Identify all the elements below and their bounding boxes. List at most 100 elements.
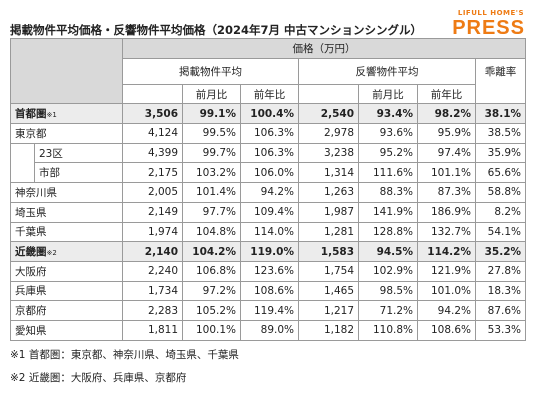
row-label-text: 埼玉県 [15,206,47,219]
value-cell: 1,263 [298,182,359,203]
value-cell: 1,465 [298,280,359,302]
value-cell: 18.3% [474,280,527,302]
row-label-text: 愛知県 [15,324,47,337]
table-row: 千葉県 1,974 104.8% 114.0% 1,281 128.8% 132.7% 54.… [10,221,527,243]
row-label-text: 兵庫県 [15,285,47,298]
table-row: 首都圏※1 3,506 99.1% 100.4% 2,540 93.4% 98.2% 38.1… [10,103,527,125]
sub-header: 前月比 [358,83,418,105]
value-cell: 71.2% [358,300,418,321]
value-cell: 108.6% [240,280,299,302]
value-cell: 94.2% [240,182,299,203]
row-note: ※1 [46,111,57,120]
response-header: 反響物件平均 [298,57,476,85]
row-label: 埼玉県 [10,201,123,223]
value-cell: 27.8% [474,260,527,282]
value-cell: 100.1% [182,319,241,341]
value-cell: 100.4% [240,103,299,125]
value-cell: 38.1% [474,103,527,125]
value-cell: 54.1% [474,221,527,243]
table-row: 近畿圏※2 2,140 104.2% 119.0% 1,583 94.5% 114.2% 35… [10,241,527,262]
corner-cell [10,37,123,105]
table-row: 市部 2,175 103.2% 106.0% 1,314 111.6% 101.1% 65.6… [10,162,527,184]
row-label: 23区 [34,142,123,164]
value-cell: 102.9% [358,260,418,282]
value-cell: 4,399 [122,142,183,164]
table-row: 兵庫県 1,734 97.2% 108.6% 1,465 98.5% 101.0% 18.3% [10,280,527,302]
value-cell: 2,175 [122,162,183,184]
row-note: ※2 [46,249,57,258]
value-cell: 1,811 [122,319,183,341]
value-cell: 121.9% [417,260,476,282]
value-cell: 1,583 [298,241,359,262]
value-cell: 3,506 [122,103,183,125]
value-cell: 104.8% [182,221,241,243]
value-cell: 87.6% [474,300,527,321]
row-label: 京都府 [10,300,123,321]
value-cell: 2,540 [298,103,359,125]
value-cell: 1,974 [122,221,183,243]
value-cell: 8.2% [474,201,527,223]
value-cell: 97.7% [182,201,241,223]
value-cell: 128.8% [358,221,418,243]
blank-cell [122,83,183,105]
table-row: 京都府 2,283 105.2% 119.4% 1,217 71.2% 94.2% 87.6% [10,300,527,321]
value-cell: 1,281 [298,221,359,243]
value-cell: 108.6% [417,319,476,341]
value-cell: 97.4% [417,142,476,164]
value-cell: 2,005 [122,182,183,203]
footnote: ※2 近畿圏：大阪府、兵庫県、京都府 [10,372,187,384]
row-label: 市部 [34,162,123,184]
value-cell: 93.6% [358,123,418,144]
value-cell: 88.3% [358,182,418,203]
title: 掲載物件平均価格・反響物件平均価格（2024年7月 中古マンションシングル） [10,23,423,37]
row-label: 大阪府 [10,260,123,282]
value-cell: 99.5% [182,123,241,144]
value-cell: 110.8% [358,319,418,341]
value-cell: 101.0% [417,280,476,302]
value-cell: 119.0% [240,241,299,262]
table-row: 大阪府 2,240 106.8% 123.6% 1,754 102.9% 121.9% 27.… [10,260,527,282]
row-label: 愛知県 [10,319,123,341]
value-cell: 106.0% [240,162,299,184]
value-cell: 89.0% [240,319,299,341]
value-cell: 99.7% [182,142,241,164]
row-label-text: 神奈川県 [15,186,57,199]
value-cell: 4,124 [122,123,183,144]
value-cell: 95.2% [358,142,418,164]
row-label: 兵庫県 [10,280,123,302]
value-cell: 1,734 [122,280,183,302]
value-cell: 104.2% [182,241,241,262]
table-row: 23区 4,399 99.7% 106.3% 3,238 95.2% 97.4% 35.9% [10,142,527,164]
sub-header: 前年比 [417,83,476,105]
value-cell: 1,217 [298,300,359,321]
value-cell: 35.9% [474,142,527,164]
table-row: 神奈川県 2,005 101.4% 94.2% 1,263 88.3% 87.3% 58.8% [10,182,527,203]
value-cell: 97.2% [182,280,241,302]
value-cell: 2,283 [122,300,183,321]
sub-header: 前年比 [240,83,299,105]
footnote: ※1 首都圏：東京都、神奈川県、埼玉県、千葉県 [10,349,239,361]
value-cell: 101.1% [417,162,476,184]
row-label: 首都圏※1 [10,103,123,125]
value-cell: 2,140 [122,241,183,262]
row-label-text: 近畿圏 [15,246,47,259]
value-cell: 186.9% [417,201,476,223]
blank-cell [298,83,359,105]
row-label-text: 京都府 [15,305,47,318]
value-cell: 141.9% [358,201,418,223]
logo-bottom: PRESS [452,17,525,39]
value-cell: 109.4% [240,201,299,223]
value-cell: 38.5% [474,123,527,144]
row-label: 東京都 [10,123,123,144]
price-table: 価格（万円） 掲載物件平均 反響物件平均 乖離率 前月比 前年比 前月比 前年比… [10,37,527,341]
value-cell: 3,238 [298,142,359,164]
value-cell: 2,978 [298,123,359,144]
value-cell: 94.2% [417,300,476,321]
value-cell: 53.3% [474,319,527,341]
table-row: 愛知県 1,811 100.1% 89.0% 1,182 110.8% 108.6% 53.3… [10,319,527,341]
table-row: 埼玉県 2,149 97.7% 109.4% 1,987 141.9% 186.9% 8.2% [10,201,527,223]
row-label-text: 大阪府 [15,265,47,278]
value-cell: 111.6% [358,162,418,184]
value-cell: 35.2% [474,241,527,262]
gap-header: 乖離率 [474,57,527,105]
